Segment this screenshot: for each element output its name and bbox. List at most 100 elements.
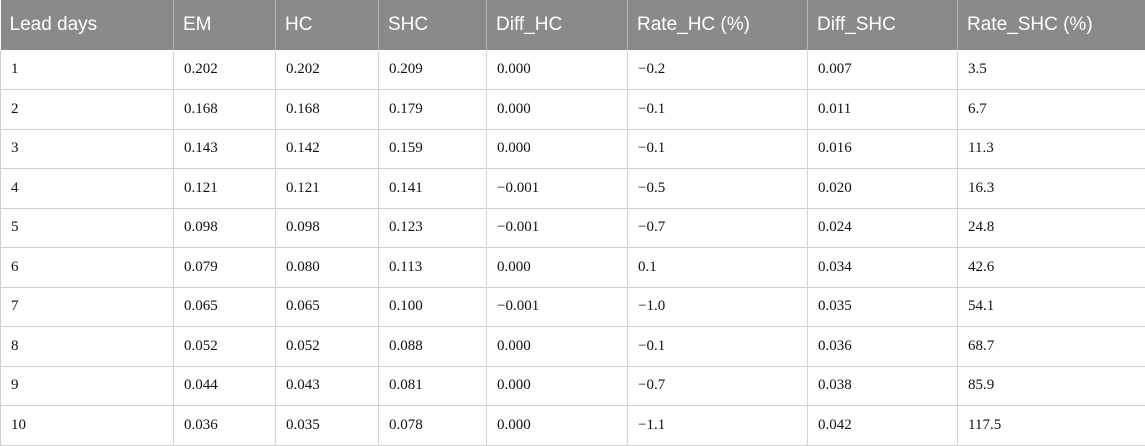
cell-em: 0.079 — [173, 247, 276, 287]
table-row: 7 0.065 0.065 0.100 −0.001 −1.0 0.035 54… — [0, 287, 1145, 327]
header-rate-hc: Rate_HC (%) — [627, 0, 808, 50]
cell-rate-hc: −0.5 — [627, 168, 808, 208]
cell-diff-shc: 0.011 — [807, 89, 958, 129]
cell-rate-shc: 42.6 — [957, 247, 1145, 287]
cell-rate-hc: −0.1 — [627, 89, 808, 129]
cell-hc: 0.080 — [275, 247, 379, 287]
cell-diff-hc: 0.000 — [486, 89, 628, 129]
cell-rate-shc: 54.1 — [957, 287, 1145, 327]
cell-lead-days: 6 — [0, 247, 174, 287]
cell-lead-days: 8 — [0, 326, 174, 366]
cell-lead-days: 5 — [0, 208, 174, 248]
cell-diff-hc: 0.000 — [486, 129, 628, 169]
cell-diff-hc: −0.001 — [486, 208, 628, 248]
cell-em: 0.202 — [173, 50, 276, 90]
cell-lead-days: 2 — [0, 89, 174, 129]
cell-shc: 0.159 — [378, 129, 487, 169]
cell-hc: 0.202 — [275, 50, 379, 90]
header-rate-shc: Rate_SHC (%) — [967, 14, 1093, 35]
cell-rate-shc: 16.3 — [957, 168, 1145, 208]
cell-rate-hc: −1.1 — [627, 405, 808, 445]
cell-em: 0.098 — [173, 208, 276, 248]
cell-shc: 0.209 — [378, 50, 487, 90]
cell-rate-hc: −0.1 — [627, 129, 808, 169]
cell-hc: 0.035 — [275, 405, 379, 445]
cell-rate-hc: 0.1 — [627, 247, 808, 287]
cell-rate-shc: 117.5 — [957, 405, 1145, 445]
cell-rate-hc: −0.1 — [627, 326, 808, 366]
cell-diff-hc: 0.000 — [486, 50, 628, 90]
cell-shc: 0.113 — [378, 247, 487, 287]
cell-diff-hc: −0.001 — [486, 287, 628, 327]
table-row: 1 0.202 0.202 0.209 0.000 −0.2 0.007 3.5 — [0, 50, 1145, 90]
cell-rate-hc: −0.2 — [627, 50, 808, 90]
cell-diff-shc: 0.036 — [807, 326, 958, 366]
cell-em: 0.143 — [173, 129, 276, 169]
cell-hc: 0.121 — [275, 168, 379, 208]
cell-shc: 0.123 — [378, 208, 487, 248]
header-em: EM — [173, 0, 276, 50]
table-row: 9 0.044 0.043 0.081 0.000 −0.7 0.038 85.… — [0, 366, 1145, 406]
cell-diff-hc: 0.000 — [486, 247, 628, 287]
cell-hc: 0.043 — [275, 366, 379, 406]
cell-rate-hc: −0.7 — [627, 208, 808, 248]
cell-lead-days: 4 — [0, 168, 174, 208]
cell-diff-shc: 0.034 — [807, 247, 958, 287]
table-row: 3 0.143 0.142 0.159 0.000 −0.1 0.016 11.… — [0, 129, 1145, 169]
cell-hc: 0.142 — [275, 129, 379, 169]
cell-diff-shc: 0.038 — [807, 366, 958, 406]
cell-rate-hc: −0.7 — [627, 366, 808, 406]
cell-diff-hc: −0.001 — [486, 168, 628, 208]
cell-rate-shc: 11.3 — [957, 129, 1145, 169]
table-row: 6 0.079 0.080 0.113 0.000 0.1 0.034 42.6 — [0, 247, 1145, 287]
cell-em: 0.065 — [173, 287, 276, 327]
cell-rate-shc: 3.5 — [957, 50, 1145, 90]
cell-lead-days: 1 — [0, 50, 174, 90]
cell-shc: 0.088 — [378, 326, 487, 366]
cell-shc: 0.179 — [378, 89, 487, 129]
cell-hc: 0.065 — [275, 287, 379, 327]
cell-hc: 0.052 — [275, 326, 379, 366]
cell-lead-days: 7 — [0, 287, 174, 327]
cell-diff-shc: 0.020 — [807, 168, 958, 208]
cell-diff-shc: 0.035 — [807, 287, 958, 327]
table-header-row: Lead days EM HC SHC Diff_HC Rate_HC (%) … — [0, 0, 1145, 50]
cell-rate-hc: −1.0 — [627, 287, 808, 327]
cell-em: 0.052 — [173, 326, 276, 366]
header-shc: SHC — [378, 0, 487, 50]
cell-hc: 0.168 — [275, 89, 379, 129]
cell-diff-hc: 0.000 — [486, 405, 628, 445]
cell-diff-hc: 0.000 — [486, 366, 628, 406]
header-lead-days: Lead days — [0, 0, 174, 50]
cell-rate-shc: 68.7 — [957, 326, 1145, 366]
cell-em: 0.168 — [173, 89, 276, 129]
cell-lead-days: 9 — [0, 366, 174, 406]
cell-em: 0.044 — [173, 366, 276, 406]
table-row: 4 0.121 0.121 0.141 −0.001 −0.5 0.020 16… — [0, 168, 1145, 208]
header-diff-hc: Diff_HC — [486, 0, 628, 50]
cell-shc: 0.100 — [378, 287, 487, 327]
cell-shc: 0.081 — [378, 366, 487, 406]
cell-diff-hc: 0.000 — [486, 326, 628, 366]
cell-diff-shc: 0.024 — [807, 208, 958, 248]
table-row: 10 0.036 0.035 0.078 0.000 −1.1 0.042 11… — [0, 405, 1145, 445]
cell-rate-shc: 24.8 — [957, 208, 1145, 248]
header-diff-shc: Diff_SHC — [807, 0, 958, 50]
header-hc: HC — [275, 0, 379, 50]
cell-lead-days: 3 — [0, 129, 174, 169]
table-row: 2 0.168 0.168 0.179 0.000 −0.1 0.011 6.7 — [0, 89, 1145, 129]
table-row: 5 0.098 0.098 0.123 −0.001 −0.7 0.024 24… — [0, 208, 1145, 248]
cell-rate-shc: 6.7 — [957, 89, 1145, 129]
cell-lead-days: 10 — [0, 405, 174, 445]
cell-shc: 0.078 — [378, 405, 487, 445]
cell-hc: 0.098 — [275, 208, 379, 248]
cell-em: 0.121 — [173, 168, 276, 208]
cell-rate-shc: 85.9 — [957, 366, 1145, 406]
table-row: 8 0.052 0.052 0.088 0.000 −0.1 0.036 68.… — [0, 326, 1145, 366]
cell-em: 0.036 — [173, 405, 276, 445]
cell-diff-shc: 0.016 — [807, 129, 958, 169]
cell-shc: 0.141 — [378, 168, 487, 208]
cell-diff-shc: 0.042 — [807, 405, 958, 445]
